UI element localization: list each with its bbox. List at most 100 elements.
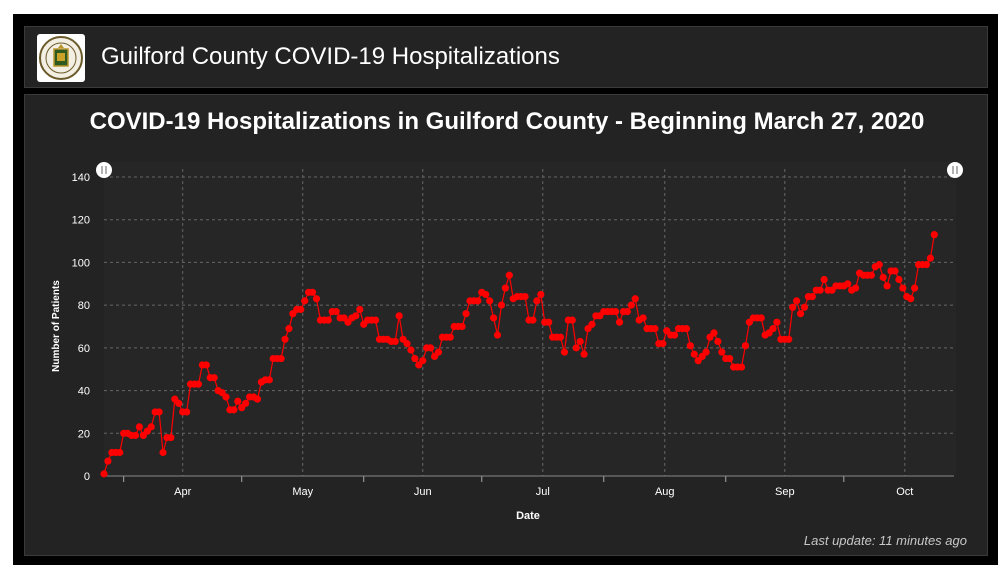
data-point[interactable] xyxy=(521,293,529,301)
data-point[interactable] xyxy=(308,288,317,296)
data-point[interactable] xyxy=(556,333,565,341)
data-point[interactable] xyxy=(568,316,576,324)
data-point[interactable] xyxy=(651,325,659,333)
data-point[interactable] xyxy=(726,354,734,363)
data-point[interactable] xyxy=(497,301,506,309)
data-point[interactable] xyxy=(895,275,903,284)
data-point[interactable] xyxy=(529,316,537,324)
data-point[interactable] xyxy=(537,290,545,299)
data-point[interactable] xyxy=(623,307,631,316)
data-point[interactable] xyxy=(769,325,777,333)
data-point[interactable] xyxy=(800,303,809,311)
data-point[interactable] xyxy=(230,406,238,414)
data-point[interactable] xyxy=(493,331,502,339)
data-point[interactable] xyxy=(686,342,694,350)
data-point[interactable] xyxy=(615,318,624,326)
data-point[interactable] xyxy=(391,337,399,346)
data-point[interactable] xyxy=(741,342,750,350)
data-point[interactable] xyxy=(135,423,144,431)
data-point[interactable] xyxy=(155,408,163,416)
data-point[interactable] xyxy=(222,393,230,401)
data-point[interactable] xyxy=(202,361,210,369)
data-point[interactable] xyxy=(714,337,722,346)
data-point[interactable] xyxy=(356,305,364,314)
data-point[interactable] xyxy=(285,325,293,333)
data-point[interactable] xyxy=(332,307,340,316)
data-point[interactable] xyxy=(116,448,124,457)
data-point[interactable] xyxy=(907,295,915,303)
data-point[interactable] xyxy=(844,280,852,288)
data-point[interactable] xyxy=(462,310,470,318)
data-point[interactable] xyxy=(446,333,454,341)
data-point[interactable] xyxy=(911,284,919,292)
data-point[interactable] xyxy=(505,271,513,279)
data-point[interactable] xyxy=(312,295,321,303)
data-point[interactable] xyxy=(710,329,718,337)
data-point[interactable] xyxy=(427,344,435,352)
data-point[interactable] xyxy=(419,357,427,365)
data-point[interactable] xyxy=(789,303,797,311)
data-point[interactable] xyxy=(820,275,828,284)
data-point[interactable] xyxy=(808,293,816,301)
data-point[interactable] xyxy=(434,348,443,356)
data-point[interactable] xyxy=(891,267,899,275)
data-point[interactable] xyxy=(930,231,938,239)
data-point[interactable] xyxy=(489,314,498,322)
data-point[interactable] xyxy=(816,286,824,294)
data-point[interactable] xyxy=(631,295,639,303)
data-point[interactable] xyxy=(277,354,285,363)
data-point[interactable] xyxy=(899,284,907,292)
data-point[interactable] xyxy=(131,431,140,440)
data-point[interactable] xyxy=(301,297,309,305)
data-point[interactable] xyxy=(281,335,289,343)
data-point[interactable] xyxy=(175,399,183,407)
data-point[interactable] xyxy=(242,399,250,407)
data-point[interactable] xyxy=(702,348,710,356)
data-point[interactable] xyxy=(792,297,801,305)
data-point[interactable] xyxy=(627,301,635,309)
data-point[interactable] xyxy=(639,314,647,322)
data-point[interactable] xyxy=(785,335,793,343)
data-point[interactable] xyxy=(576,337,584,346)
data-point[interactable] xyxy=(297,305,305,314)
data-point[interactable] xyxy=(403,339,411,348)
data-point[interactable] xyxy=(875,260,883,269)
data-point[interactable] xyxy=(147,423,155,431)
data-point[interactable] xyxy=(773,318,781,326)
data-point[interactable] xyxy=(737,363,746,371)
data-point[interactable] xyxy=(411,354,419,363)
data-point[interactable] xyxy=(482,290,490,299)
data-point[interactable] xyxy=(474,297,482,305)
data-point[interactable] xyxy=(501,284,509,292)
data-point[interactable] xyxy=(690,350,698,358)
data-point[interactable] xyxy=(159,448,167,457)
data-point[interactable] xyxy=(926,254,934,262)
data-point[interactable] xyxy=(922,260,931,269)
range-handle-right[interactable] xyxy=(947,162,963,178)
data-point[interactable] xyxy=(371,316,380,324)
data-point[interactable] xyxy=(572,344,580,352)
data-point[interactable] xyxy=(324,316,332,324)
data-point[interactable] xyxy=(580,350,588,358)
data-point[interactable] xyxy=(395,312,403,320)
data-point[interactable] xyxy=(718,348,726,356)
data-point[interactable] xyxy=(100,470,108,478)
data-point[interactable] xyxy=(757,314,765,322)
data-point[interactable] xyxy=(167,433,175,442)
data-point[interactable] xyxy=(194,380,203,388)
data-point[interactable] xyxy=(407,346,415,354)
data-point[interactable] xyxy=(458,322,466,331)
data-point[interactable] xyxy=(671,331,679,339)
data-point[interactable] xyxy=(682,325,691,333)
data-point[interactable] xyxy=(545,318,553,326)
data-point[interactable] xyxy=(183,408,191,416)
data-point[interactable] xyxy=(486,297,494,305)
data-point[interactable] xyxy=(352,312,360,320)
data-point[interactable] xyxy=(659,339,667,348)
data-point[interactable] xyxy=(588,320,596,328)
range-handle-left[interactable] xyxy=(96,162,112,178)
data-point[interactable] xyxy=(883,282,891,290)
data-point[interactable] xyxy=(265,376,273,384)
data-point[interactable] xyxy=(611,307,620,316)
data-point[interactable] xyxy=(867,271,875,279)
